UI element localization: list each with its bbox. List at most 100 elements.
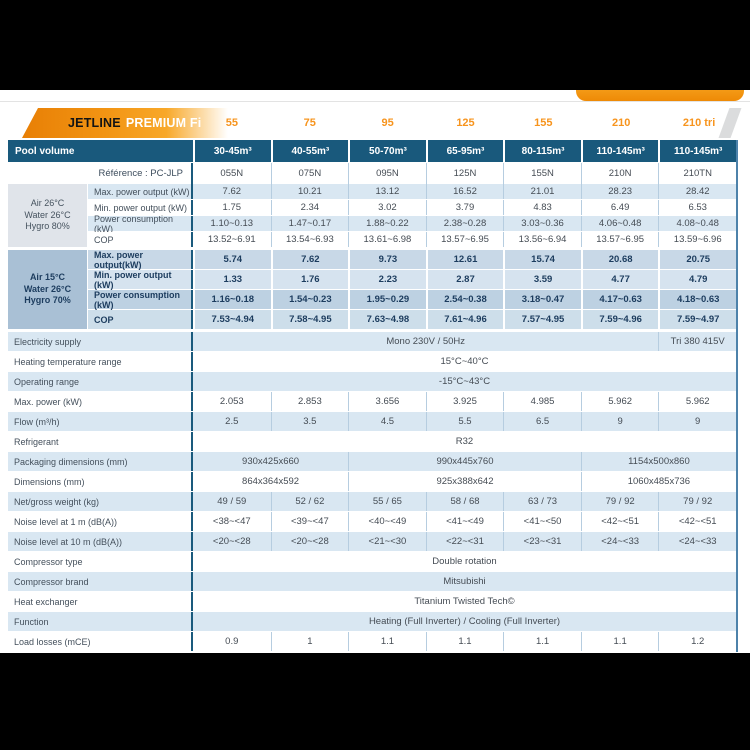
condition-value-cell: 1.76 [270,270,349,289]
reference-label: Référence : PC-JLP [8,163,193,184]
spec-value-cell: <41~<49 [425,512,504,531]
spec-value-cell: 5.962 [658,392,736,411]
spec-value-cell: 4.985 [503,392,581,411]
condition-value-cell: 5.74 [193,250,271,269]
spec-value-cell: Mono 230V / 50Hz [386,336,466,347]
model-header: 125 [456,117,475,129]
spec-row-label: Heating temperature range [8,352,193,371]
condition-value-cell: 3.03~0.36 [503,216,581,231]
spec-row-label: Net/gross weight (kg) [8,492,193,511]
pool-volume-cell: 40-55m³ [270,140,349,162]
condition-line: Water 26°C [23,283,72,294]
spec-value-cell: <42~<51 [658,512,736,531]
condition-value-cell: 1.88~0.22 [348,216,426,231]
spec-row-label: Refrigerant [8,432,193,451]
spec-value-cell: <20~<28 [270,532,349,551]
condition-value-cell: 7.62 [193,184,271,199]
condition-value-cell: 1.10~0.13 [193,216,271,231]
spec-row: Operating range -15°C~43°C [8,372,736,392]
spec-value-cell: <42~<51 [580,512,659,531]
reference-cell: 210N [580,163,659,184]
spec-row: Noise level at 1 m (dB(A)) <38~<47 <39~<47… [8,512,736,532]
condition-row-label: Max. power output(kW) [87,250,193,270]
condition-line: Hygro 70% [24,295,71,306]
brand-name: JETLINE [68,116,121,130]
spec-value-cell: 58 / 68 [425,492,504,511]
spec-value-cell: 864x364x592 [242,476,300,487]
condition-value-cell: 13.54~6.93 [270,232,349,247]
spec-value-cell: 1.2 [658,632,736,651]
spec-value-cell: 2.5 [225,416,239,427]
condition-row-label: Power consumption (kW) [87,290,193,310]
block-gap [8,329,736,332]
condition-value-cell: 13.59~6.96 [658,232,736,247]
spec-value-cell: 15°C~40°C [440,356,489,367]
spec-row-label: Packaging dimensions (mm) [8,452,193,471]
spec-value-cell: 2.853 [270,392,349,411]
condition-line: Hygro 80% [25,221,70,232]
spec-table: Pool volume 30-45m³ 40-55m³ 50-70m³ 65-95m³ 8… [8,140,738,652]
pool-volume-cell: 110-145m³ [580,140,659,162]
spec-value-cell: 3.656 [348,392,426,411]
condition-cell: Air 26°C Water 26°C Hygro 80% [8,184,87,247]
spec-value-cell: <38~<47 [212,516,251,527]
condition-value-cell: 3.18~0.47 [503,290,581,309]
spec-value-cell: 3.5 [270,412,349,431]
spec-row-label: Noise level at 1 m (dB(A)) [8,512,193,531]
condition-value-cell: 13.56~6.94 [503,232,581,247]
condition-value-cell: 28.23 [580,184,659,199]
spec-value-cell: Double rotation [432,556,497,567]
spec-value-cell: 52 / 62 [270,492,349,511]
spec-value-cell: <24~<33 [580,532,659,551]
spec-value-cell: -15°C~43°C [438,376,491,387]
spec-value-cell: <39~<47 [270,512,349,531]
spec-row: Load losses (mCE) 0.9 1 1.1 1.1 1.1 1.1 1.2 [8,632,736,652]
condition-value-cell: 1.75 [193,200,271,215]
condition-value-cell: 6.53 [658,200,736,215]
condition-value-cell: 13.12 [348,184,426,199]
condition-value-cell: 20.75 [658,250,736,269]
spec-value-cell: Tri 380 415V [658,332,736,351]
spec-value-cell: 9 [658,412,736,431]
reference-cell: 095N [348,163,426,184]
spec-value-cell: 1.1 [503,632,581,651]
spec-value-cell: 5.5 [425,412,504,431]
spec-value-cell: <40~<49 [348,512,426,531]
condition-line: Air 15°C [29,271,66,282]
condition-value-cell: 16.52 [425,184,504,199]
pool-volume-row: Pool volume 30-45m³ 40-55m³ 50-70m³ 65-95m³ 8… [8,140,736,163]
pool-volume-cell: 65-95m³ [425,140,504,162]
spec-row-label: Dimensions (mm) [8,472,193,491]
model-header: 210 tri [682,117,716,129]
condition-value-cell: 3.59 [503,270,581,289]
spec-row-label: Function [8,612,193,631]
page-top-divider [0,101,750,102]
spec-value-cell: <41~<50 [503,512,581,531]
spec-value-cell: <23~<31 [503,532,581,551]
spec-value-cell: 55 / 65 [348,492,426,511]
model-header: 75 [303,117,316,129]
model-header: 210 [612,117,631,129]
reference-cell: 125N [425,163,504,184]
spec-row: Dimensions (mm) 864x364x592 925x388x642 106… [8,472,736,492]
spec-value-cell: 5.962 [580,392,659,411]
condition-value-cell: 1.54~0.23 [270,290,349,309]
condition-value-cell: 3.02 [348,200,426,215]
pool-volume-label: Pool volume [15,145,75,157]
condition-value-cell: 12.61 [425,250,504,269]
spec-row-label: Flow (m³/h) [8,412,193,431]
condition-value-cell: 1.95~0.29 [348,290,426,309]
spec-value-cell: 990x445x760 [348,452,581,471]
pool-volume-cell: 80-115m³ [503,140,581,162]
condition-value-cell: 15.74 [503,250,581,269]
condition-value-cell: 28.42 [658,184,736,199]
spec-value-cell: 1.1 [425,632,504,651]
spec-row-label: Operating range [8,372,193,391]
condition-value-cell: 1.47~0.17 [270,216,349,231]
condition-value-cell: 4.77 [580,270,659,289]
pool-volume-cell: 30-45m³ [193,140,271,162]
spec-row: Noise level at 10 m (dB(A)) <20~<28 <20~<2… [8,532,736,552]
spec-value-cell: 49 / 59 [217,496,247,507]
spec-value-cell: 4.5 [348,412,426,431]
spec-value-cell: 79 / 92 [580,492,659,511]
